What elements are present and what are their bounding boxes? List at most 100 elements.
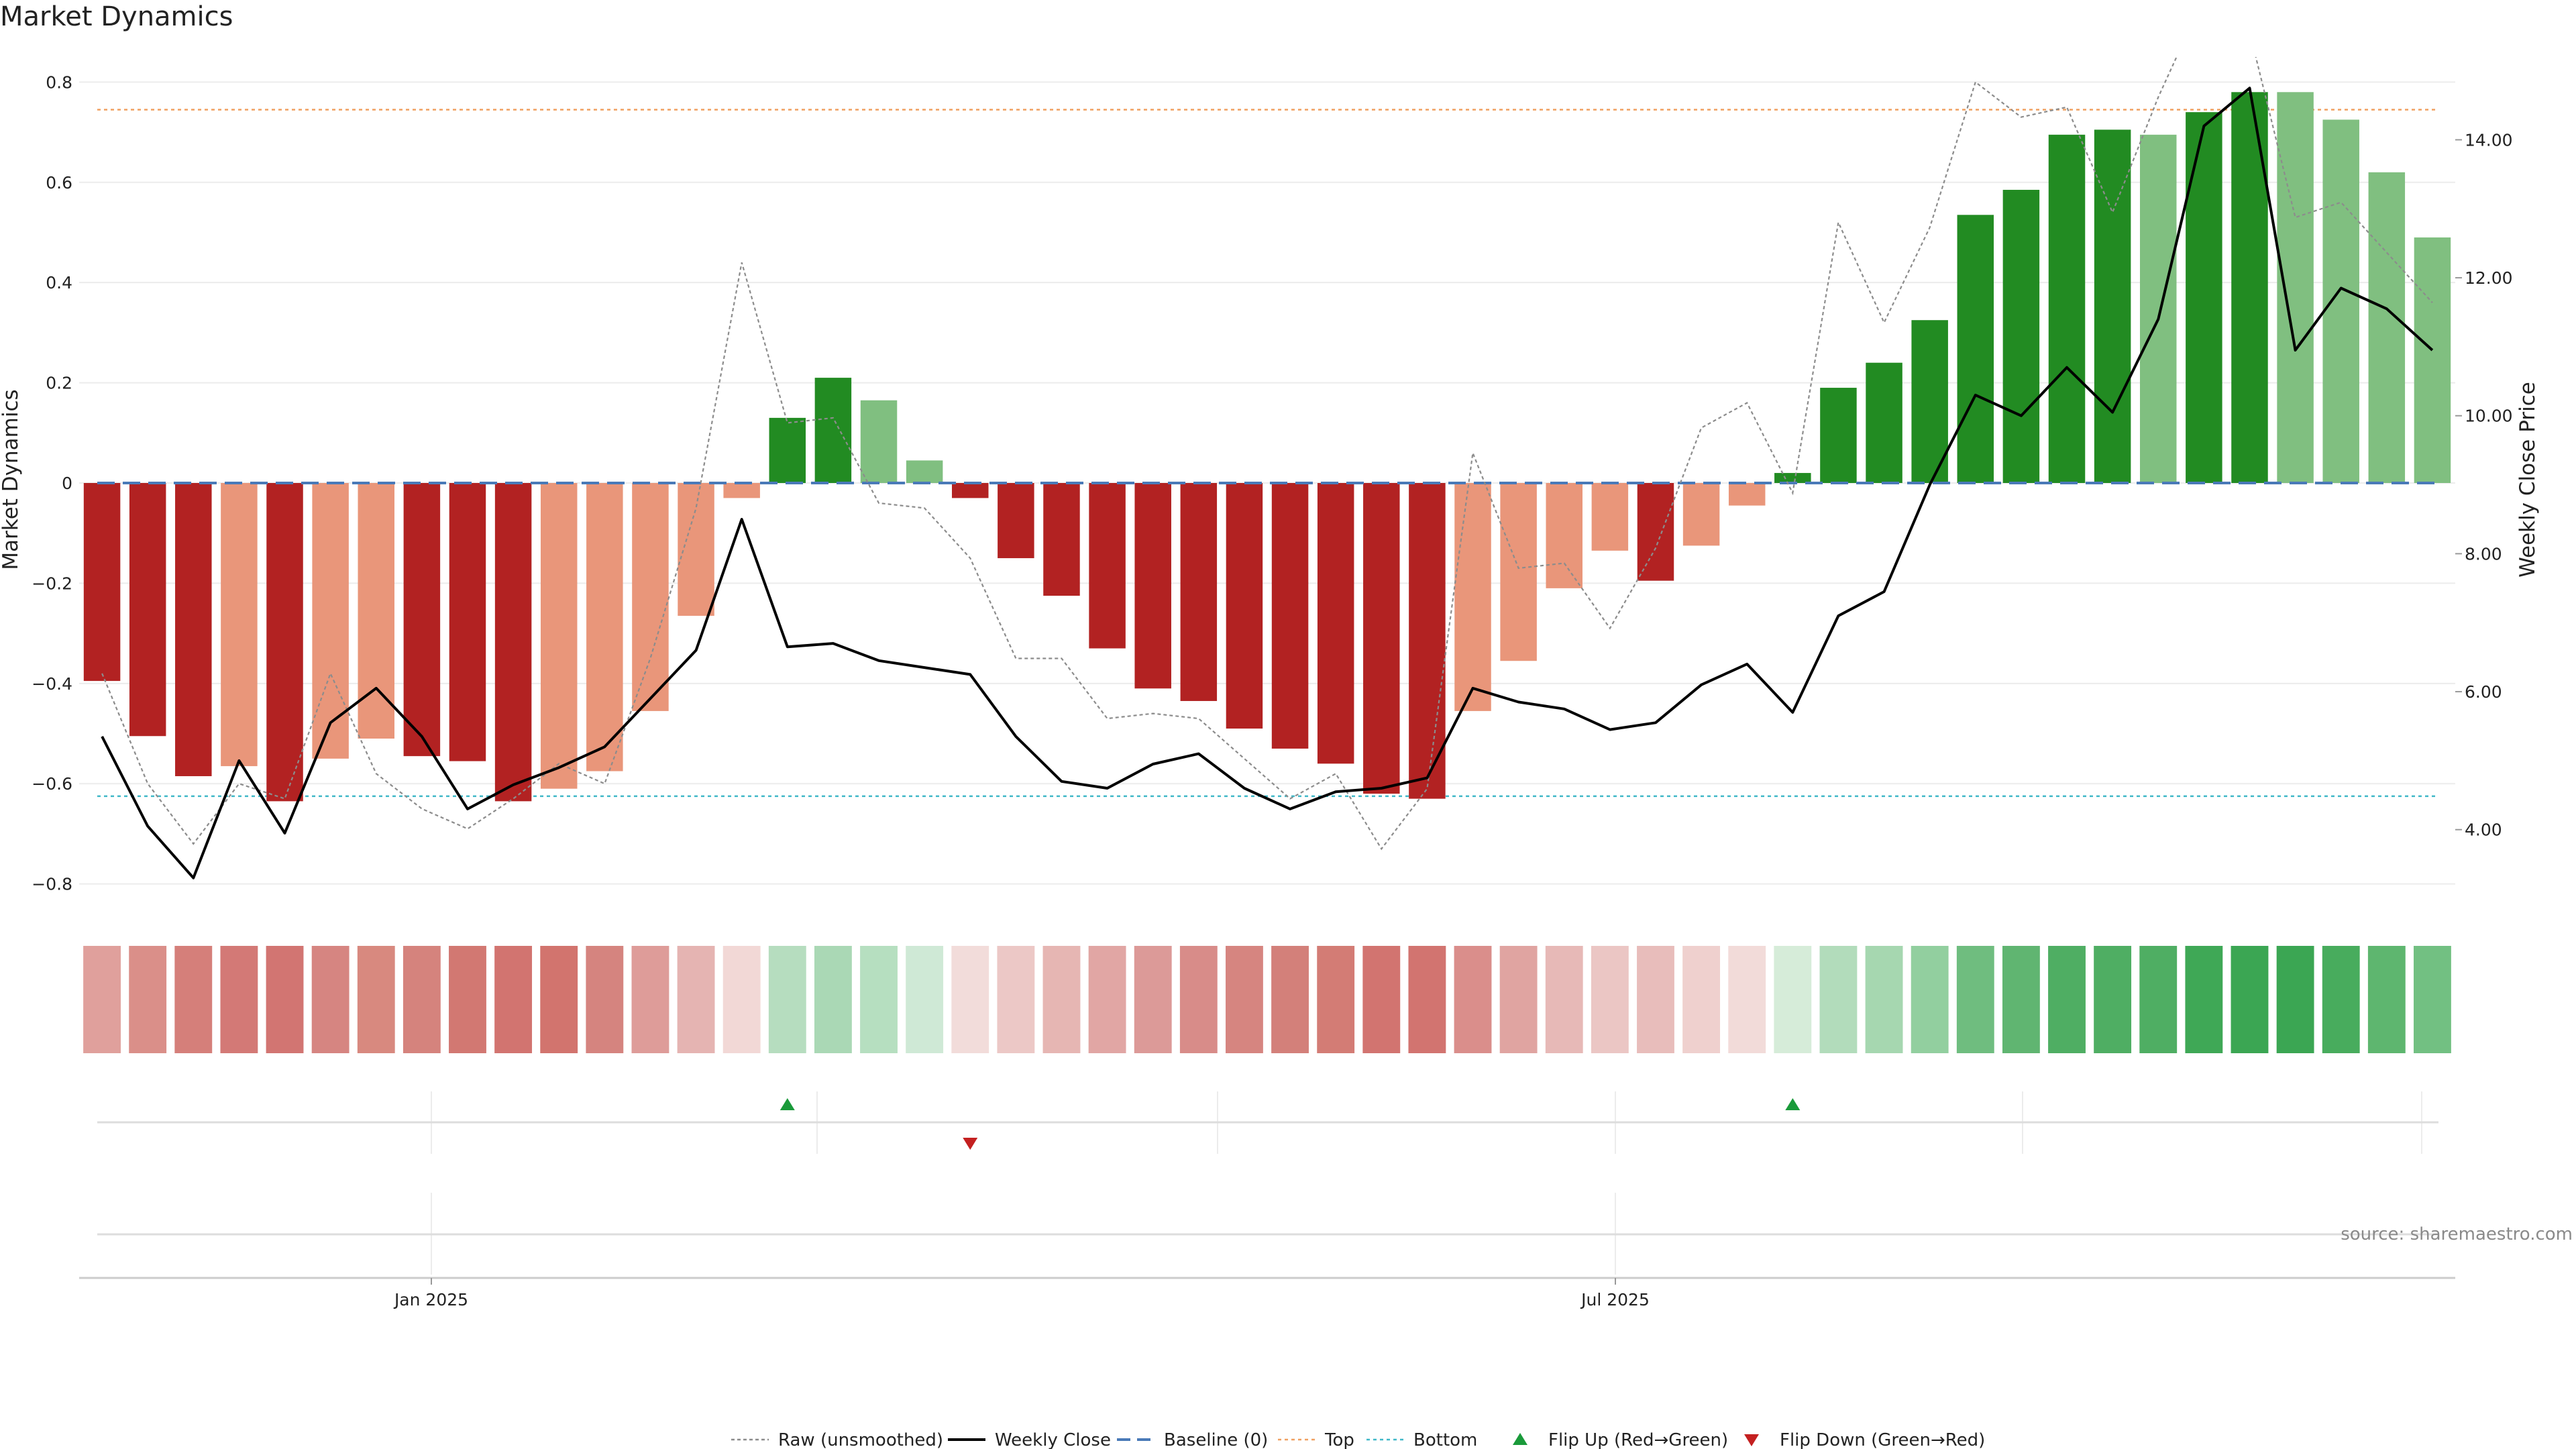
heat-cell (2185, 946, 2223, 1053)
heat-cell (586, 946, 624, 1053)
heat-cell (1728, 946, 1766, 1053)
y-left-tick-label: −0.4 (32, 674, 72, 694)
heat-cell (1317, 946, 1355, 1053)
heat-cell (1362, 946, 1401, 1053)
heat-cell (1545, 946, 1583, 1053)
bar (540, 483, 578, 789)
heat-cell (1454, 946, 1492, 1053)
legend-label: Top (1324, 1430, 1354, 1449)
heat-cell (997, 946, 1035, 1053)
bar (998, 483, 1034, 559)
y-left-tick-label: 0.2 (46, 374, 72, 393)
bar (1820, 388, 1857, 483)
legend-flip-down-swatch (1744, 1434, 1759, 1446)
bar (723, 483, 760, 498)
flip-panel (97, 1091, 2438, 1275)
heat-cell (677, 946, 715, 1053)
heat-cell (129, 946, 167, 1053)
bar (1043, 483, 1080, 596)
y-left-tick-label: 0.6 (46, 173, 72, 193)
heat-cell (2139, 946, 2178, 1053)
heat-cell (1088, 946, 1126, 1053)
heat-cell (1682, 946, 1721, 1053)
heat-cell (906, 946, 944, 1053)
y-right-tick-label: 8.00 (2465, 544, 2502, 564)
heat-cell (814, 946, 852, 1053)
bar (860, 400, 898, 483)
bar (1957, 215, 1994, 483)
bar (1591, 483, 1629, 551)
close-series (101, 87, 2434, 879)
bar (1911, 320, 1948, 483)
heat-cell (2367, 946, 2406, 1053)
heat-cell (768, 946, 806, 1053)
heat-cell (1042, 946, 1081, 1053)
bar (1546, 483, 1582, 588)
bar (312, 483, 349, 759)
legend: Raw (unsmoothed) Weekly Close Baseline (0)… (731, 1430, 1985, 1449)
heat-cell (1271, 946, 1309, 1053)
bar (449, 483, 486, 761)
heat-cell (2002, 946, 2040, 1053)
bar (952, 483, 989, 498)
heat-cell (1774, 946, 1812, 1053)
bar (586, 483, 623, 771)
bar (678, 483, 714, 616)
heat-cell (1956, 946, 1994, 1053)
y-left-axis-label: Market Dynamics (0, 389, 23, 570)
bar (129, 483, 166, 737)
heat-cell (266, 946, 304, 1053)
heat-cell (1865, 946, 1903, 1053)
bar (1089, 483, 1126, 649)
heat-cell (2276, 946, 2314, 1053)
heat-cell (540, 946, 578, 1053)
legend-label: Weekly Close (995, 1430, 1111, 1449)
heat-cell (174, 946, 213, 1053)
legend-label: Bottom (1413, 1430, 1477, 1449)
bar (2048, 134, 2086, 483)
heat-cell (631, 946, 669, 1053)
heat-cell (1637, 946, 1674, 1053)
axes: 0.8 0.6 0.4 0.2 0 −0.2 −0.4 −0.6 −0.8 14.00 12.00 1… (32, 72, 2512, 1309)
y-right-tick-label: 12.00 (2465, 268, 2513, 288)
heat-cell (1911, 946, 1949, 1053)
bar (1454, 483, 1491, 711)
y-right-tick-label: 4.00 (2465, 820, 2502, 840)
heat-cell (402, 946, 441, 1053)
heat-cell (1591, 946, 1629, 1053)
heat-cell (2048, 946, 2086, 1053)
heat-cell (951, 946, 989, 1053)
bar (2094, 129, 2131, 483)
weekly-close-line (101, 87, 2434, 879)
bar (906, 460, 943, 483)
bar (1409, 483, 1446, 799)
bar (2414, 237, 2451, 483)
heat-cell (1499, 946, 1538, 1053)
bar (1363, 483, 1400, 794)
bar (1271, 483, 1309, 749)
heat-cell (311, 946, 350, 1053)
y-right-axis-label: Weekly Close Price (2516, 382, 2540, 578)
heat-cell (1226, 946, 1263, 1053)
heat-cell (220, 946, 258, 1053)
heat-cell (1134, 946, 1172, 1053)
heat-cell (1179, 946, 1218, 1053)
legend-label: Flip Down (Green→Red) (1780, 1430, 1985, 1449)
y-left-tick-label: −0.8 (32, 875, 72, 894)
bar (1226, 483, 1263, 729)
bar (1682, 483, 1720, 546)
bar (769, 417, 806, 483)
bar (814, 378, 852, 483)
raw-series (101, 57, 2433, 851)
bar (1637, 483, 1674, 581)
y-left-tick-label: −0.6 (32, 774, 72, 794)
reference-lines (97, 109, 2438, 798)
chart-title: Market Dynamics (0, 1, 233, 32)
heat-cell (83, 946, 121, 1053)
bar (83, 483, 121, 682)
bar (1866, 362, 1902, 483)
heat-cell (494, 946, 533, 1053)
bar (2140, 134, 2177, 483)
heatmap-strip (83, 946, 2451, 1053)
grid-lines (79, 81, 2455, 885)
